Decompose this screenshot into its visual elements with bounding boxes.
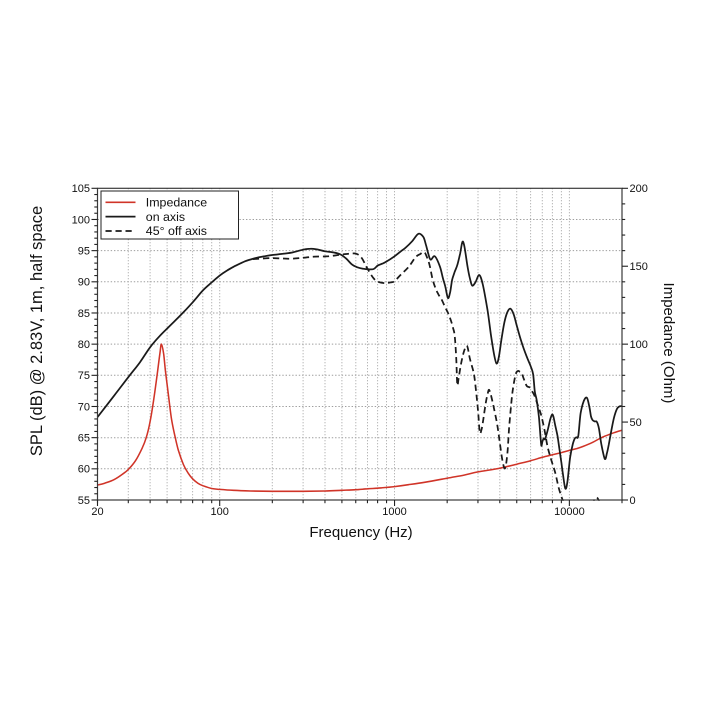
- svg-text:100: 100: [211, 506, 229, 518]
- svg-text:70: 70: [78, 401, 90, 413]
- svg-text:Impedance (Ohm): Impedance (Ohm): [660, 283, 677, 404]
- svg-text:65: 65: [78, 433, 90, 445]
- svg-text:100: 100: [72, 214, 90, 226]
- svg-text:150: 150: [630, 261, 648, 273]
- svg-text:20: 20: [91, 506, 103, 518]
- svg-text:1000: 1000: [382, 506, 406, 518]
- svg-text:95: 95: [78, 246, 90, 258]
- svg-text:85: 85: [78, 308, 90, 320]
- svg-text:on axis: on axis: [146, 210, 185, 224]
- svg-text:75: 75: [78, 370, 90, 382]
- svg-text:55: 55: [78, 495, 90, 507]
- svg-text:105: 105: [72, 183, 90, 195]
- svg-text:80: 80: [78, 339, 90, 351]
- svg-text:60: 60: [78, 464, 90, 476]
- svg-text:Frequency (Hz): Frequency (Hz): [309, 524, 412, 541]
- svg-text:50: 50: [630, 417, 642, 429]
- svg-text:90: 90: [78, 277, 90, 289]
- svg-text:100: 100: [630, 339, 648, 351]
- svg-text:0: 0: [630, 495, 636, 507]
- svg-text:45° off axis: 45° off axis: [146, 224, 207, 238]
- svg-text:200: 200: [630, 183, 648, 195]
- svg-text:SPL (dB) @ 2.83V, 1m, half spa: SPL (dB) @ 2.83V, 1m, half space: [28, 206, 46, 456]
- svg-text:Impedance: Impedance: [146, 195, 207, 209]
- svg-text:10000: 10000: [554, 506, 585, 518]
